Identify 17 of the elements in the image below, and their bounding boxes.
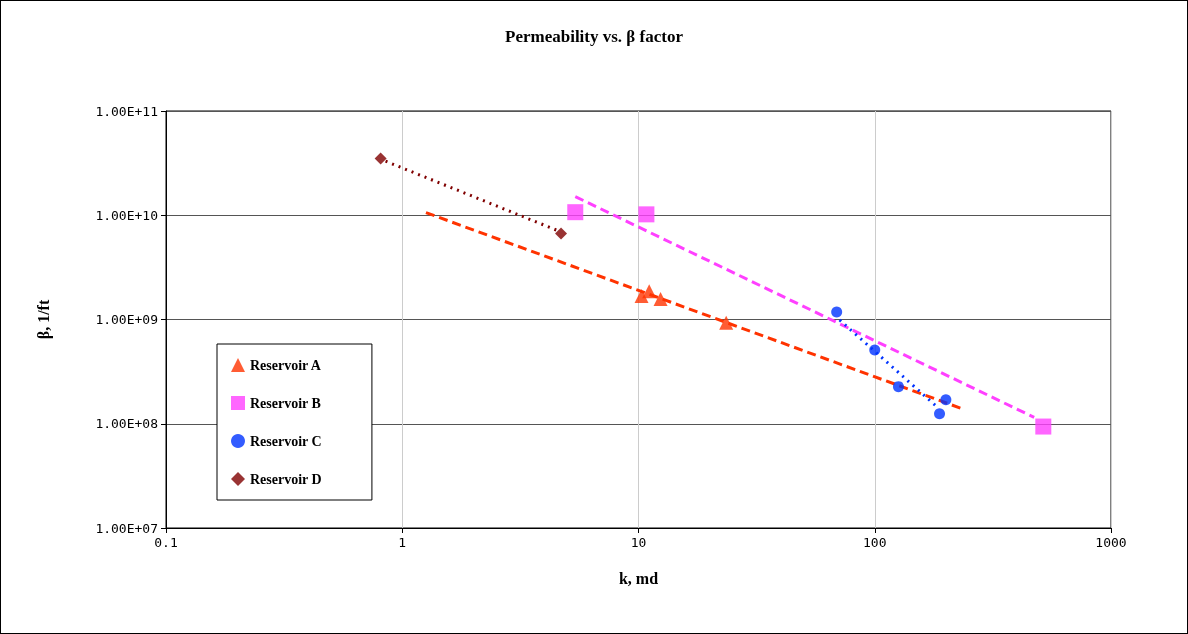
- y-tick-label: 1.00E+11: [95, 103, 158, 119]
- legend-label: Reservoir D: [250, 471, 322, 487]
- x-tick-label: 0.1: [154, 535, 178, 550]
- legend-label: Reservoir A: [250, 357, 322, 373]
- y-tick-label: 1.00E+08: [95, 416, 158, 432]
- x-tick-label: 1000: [1095, 535, 1127, 550]
- chart-title: Permeability vs. β factor: [505, 27, 684, 46]
- y-tick-label: 1.00E+10: [95, 207, 158, 223]
- x-axis-title: k, md: [618, 569, 659, 587]
- x-tick-label: 10: [630, 535, 647, 550]
- x-tick-label: 1: [398, 535, 407, 550]
- y-tick-label: 1.00E+09: [95, 312, 158, 327]
- legend-label: Reservoir C: [250, 433, 322, 449]
- y-tick-label: 1.00E+07: [95, 520, 158, 536]
- legend-label: Reservoir B: [250, 395, 321, 411]
- x-tick-label: 100: [863, 535, 887, 550]
- y-axis-title: β, 1/ft: [34, 299, 53, 340]
